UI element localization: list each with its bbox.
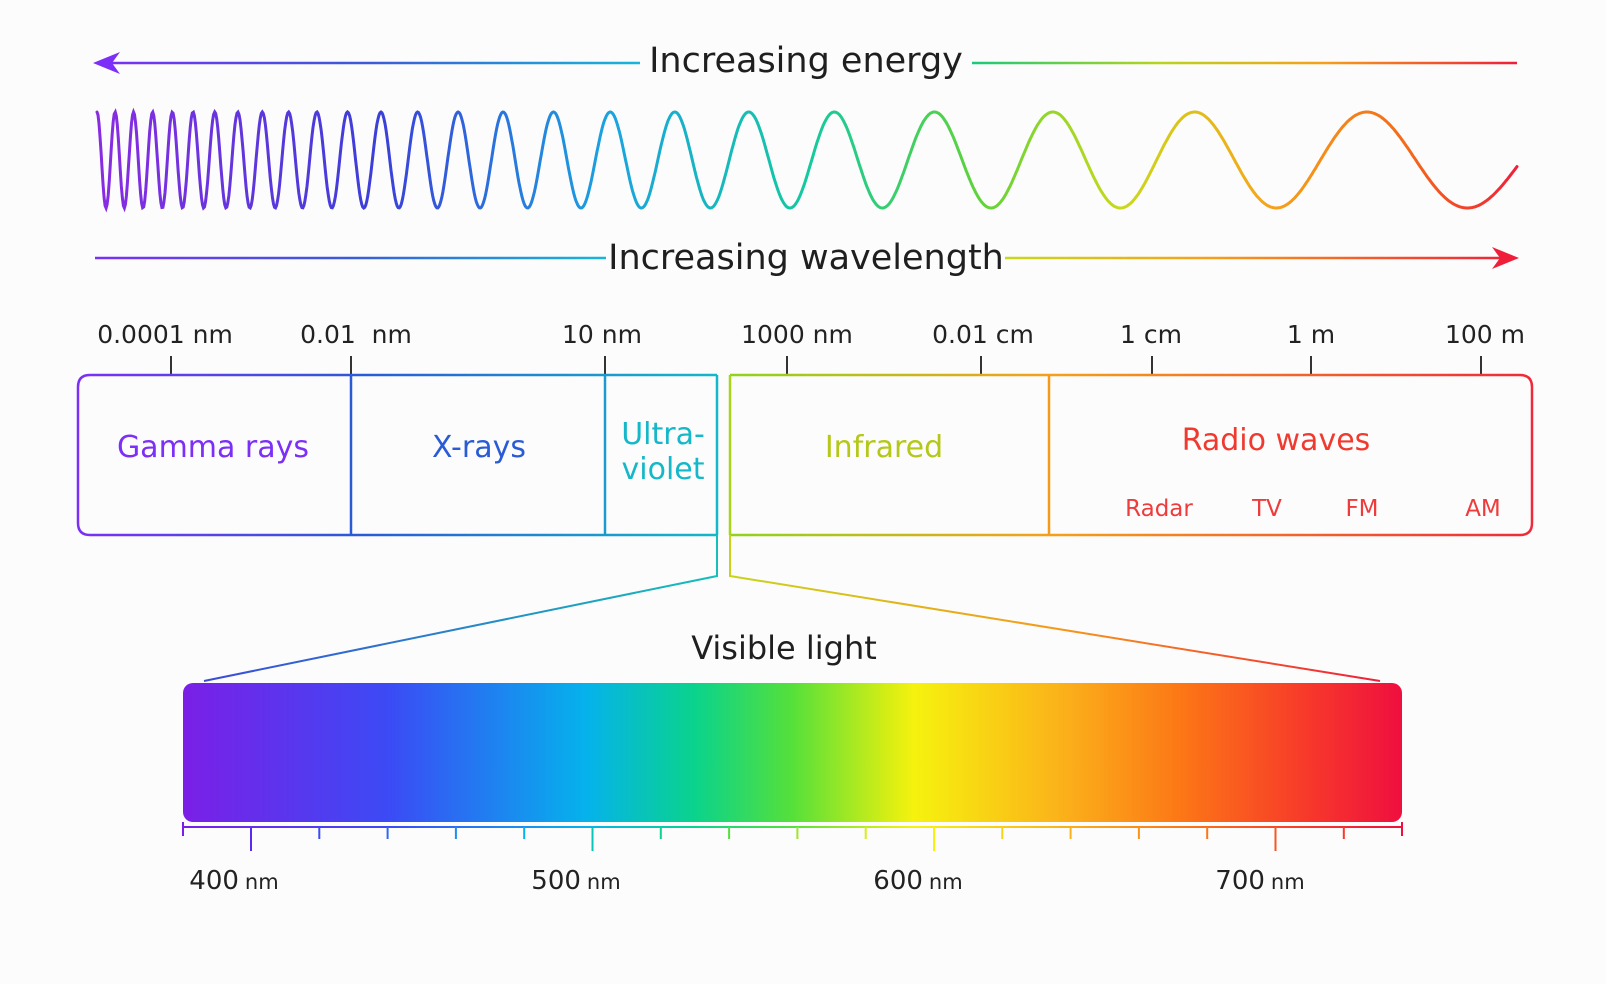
visible-tick-label: 400 nm bbox=[189, 866, 278, 896]
radio-subband-label: AM bbox=[1465, 496, 1501, 522]
em-wave bbox=[95, 107, 1519, 213]
band-uv-label-line2: violet bbox=[622, 452, 705, 487]
scale-label: 1 cm bbox=[1120, 320, 1182, 349]
visible-scale-labels: 400 nm 500 nm 600 nm 700 nm bbox=[189, 866, 1304, 896]
bands-frame-left bbox=[76, 373, 717, 537]
visible-light-title: Visible light bbox=[691, 629, 877, 667]
scale-label: 0.01 nm bbox=[300, 320, 412, 349]
band-radio-label: Radio waves bbox=[1182, 423, 1371, 458]
radio-subband-label: Radar bbox=[1125, 496, 1193, 522]
wavelength-label: Increasing wavelength bbox=[608, 238, 1004, 278]
energy-label: Increasing energy bbox=[649, 41, 963, 81]
wavelength-arrow: Increasing wavelength bbox=[95, 238, 1519, 278]
band-uv-label-line1: Ultra- bbox=[621, 417, 705, 452]
wavelength-scale: 0.0001 nm 0.01 nm 10 nm 1000 nm 0.01 cm … bbox=[97, 320, 1525, 374]
visible-spectrum-bar bbox=[183, 683, 1402, 822]
energy-arrow: Increasing energy bbox=[93, 41, 1517, 81]
radio-subband-label: FM bbox=[1345, 496, 1378, 522]
scale-label: 100 m bbox=[1445, 320, 1525, 349]
radio-subband-label: TV bbox=[1251, 496, 1282, 522]
band-gamma-label: Gamma rays bbox=[117, 430, 309, 465]
band-infrared-label: Infrared bbox=[825, 430, 943, 465]
scale-label: 1000 nm bbox=[741, 320, 853, 349]
scale-label: 10 nm bbox=[562, 320, 642, 349]
bands-frame-right bbox=[730, 373, 1534, 537]
visible-tick-label: 500 nm bbox=[531, 866, 620, 896]
scale-label: 1 m bbox=[1287, 320, 1335, 349]
scale-label: 0.01 cm bbox=[932, 320, 1034, 349]
visible-zoom-lines bbox=[203, 535, 1381, 682]
visible-scale bbox=[182, 822, 1403, 851]
visible-tick-label: 700 nm bbox=[1215, 866, 1304, 896]
spectrum-bands: Gamma rays X-rays Ultra- violet Infrared… bbox=[76, 373, 1534, 537]
visible-tick-label: 600 nm bbox=[873, 866, 962, 896]
band-xray-label: X-rays bbox=[432, 430, 526, 465]
scale-label: 0.0001 nm bbox=[97, 320, 233, 349]
